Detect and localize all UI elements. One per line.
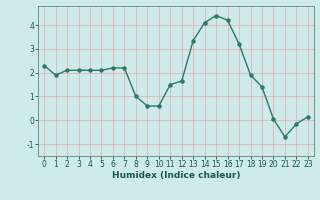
X-axis label: Humidex (Indice chaleur): Humidex (Indice chaleur): [112, 171, 240, 180]
